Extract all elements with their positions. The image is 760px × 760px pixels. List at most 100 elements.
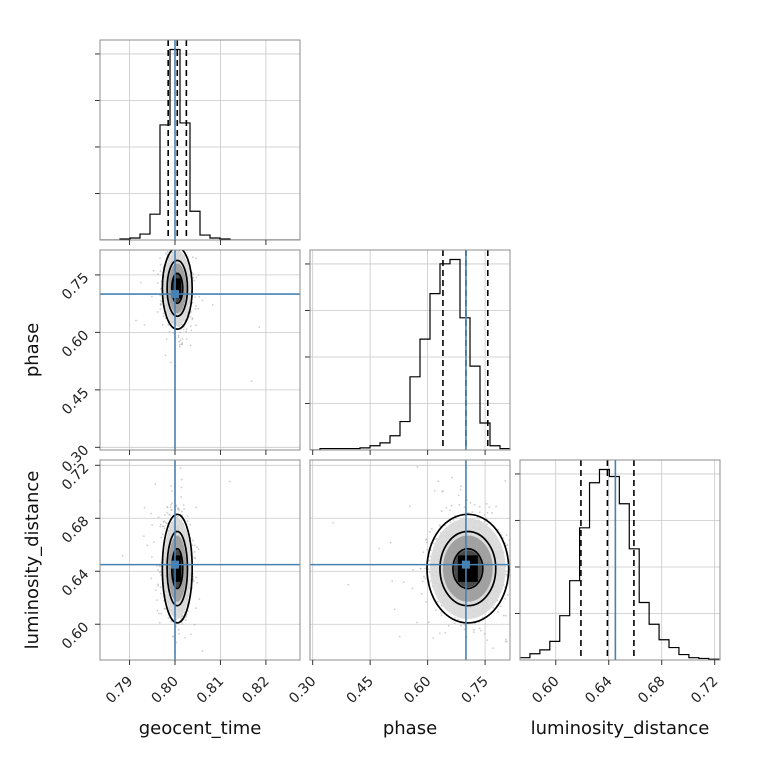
tick-label-phase: 0.60: [59, 327, 92, 360]
sample-point: [170, 620, 173, 623]
sample-point: [512, 557, 514, 559]
sample-point: [162, 312, 165, 315]
sample-point: [412, 568, 414, 571]
sample-point: [156, 609, 159, 612]
sample-point: [191, 317, 194, 320]
sample-point: [192, 579, 195, 582]
sample-point: [189, 523, 192, 526]
sample-point: [433, 489, 436, 492]
sample-point: [178, 345, 181, 348]
sample-point: [197, 307, 200, 310]
sample-point: [171, 490, 173, 492]
sample-point: [194, 296, 196, 298]
sample-point: [142, 535, 145, 538]
tick-label-luminosity_distance: 0.64: [59, 566, 92, 599]
sample-point: [172, 246, 174, 248]
sample-point: [159, 302, 162, 305]
sample-point: [463, 506, 466, 509]
sample-point: [169, 506, 172, 509]
sample-point: [159, 523, 162, 526]
sample-point: [185, 330, 188, 333]
sample-point: [121, 554, 124, 557]
sample-point: [156, 282, 159, 284]
sample-point: [480, 629, 482, 632]
contour-2: [166, 259, 189, 318]
sample-point: [453, 616, 456, 619]
tick-label-phase: 0.75: [59, 270, 92, 303]
tick-label-geocent_time: 0.80: [148, 674, 181, 707]
sample-point: [157, 584, 160, 587]
histogram-panel-geocent_time: [95, 39, 301, 245]
contour-2: [166, 530, 189, 607]
contour-3: [161, 250, 194, 330]
sample-point: [432, 637, 435, 639]
sample-point: [440, 614, 443, 617]
sample-point: [495, 505, 497, 508]
sample-point: [160, 536, 163, 539]
sample-point: [457, 618, 459, 621]
sample-point: [437, 480, 440, 483]
sample-point: [171, 502, 174, 505]
sample-point: [430, 527, 433, 530]
panel-border: [519, 459, 721, 661]
sample-point: [195, 546, 198, 549]
sample-point: [156, 311, 159, 313]
sample-point: [211, 304, 214, 306]
sample-point: [140, 281, 142, 284]
sample-point: [169, 361, 172, 364]
panel-background: [100, 460, 300, 660]
sample-point: [488, 506, 491, 509]
sample-point: [192, 539, 194, 542]
sample-point: [449, 509, 452, 512]
sample-point: [178, 246, 180, 248]
panel-border: [99, 459, 301, 661]
sample-point: [189, 344, 192, 347]
sample-point: [497, 528, 500, 531]
sample-point: [393, 608, 396, 611]
sample-point: [411, 587, 414, 590]
sample-point: [175, 240, 177, 242]
sample-point: [186, 515, 189, 518]
sample-point: [155, 599, 158, 602]
sample-point: [513, 604, 515, 606]
sample-point: [195, 324, 197, 327]
sample-point: [185, 328, 188, 331]
y-axis-label-luminosity_distance: luminosity_distance: [22, 471, 43, 650]
sample-point: [159, 299, 162, 302]
sample-point: [184, 636, 186, 639]
panel-border: [309, 459, 511, 661]
sample-point: [451, 476, 454, 479]
sample-point: [185, 616, 187, 618]
tick-label-geocent_time: 0.81: [194, 674, 227, 707]
contour-3: [161, 513, 194, 624]
tick-label-luminosity_distance: 0.64: [582, 673, 615, 706]
sample-point: [159, 586, 162, 588]
x-axis-label-phase: phase: [383, 718, 437, 739]
sample-point: [505, 640, 508, 643]
panel-background: [520, 460, 720, 660]
x-axis-label-luminosity_distance: luminosity_distance: [531, 718, 710, 739]
sample-point: [502, 614, 505, 617]
sample-point: [160, 565, 162, 568]
sample-point: [189, 325, 192, 327]
scatter-panel-luminosity_distance-vs-geocent_time: 0.79 0.80 0.81 0.820.600.640.680.72: [59, 459, 301, 707]
sample-point: [172, 332, 175, 335]
panel-background: [100, 40, 300, 240]
sample-point: [438, 524, 441, 527]
sample-point: [422, 551, 425, 554]
tick-label-luminosity_distance: 0.68: [635, 674, 668, 707]
sample-point: [504, 638, 507, 641]
sample-point: [177, 628, 180, 631]
sample-point: [428, 530, 431, 533]
sample-point: [191, 544, 194, 547]
sample-point: [159, 257, 162, 260]
density-peak: [173, 278, 181, 299]
sample-point: [193, 242, 195, 244]
tick-label-geocent_time: 0.79: [103, 674, 136, 707]
sample-point: [162, 315, 165, 317]
sample-point: [193, 550, 196, 553]
sample-point: [150, 295, 153, 298]
sample-point: [476, 516, 479, 519]
sample-point: [444, 631, 447, 634]
